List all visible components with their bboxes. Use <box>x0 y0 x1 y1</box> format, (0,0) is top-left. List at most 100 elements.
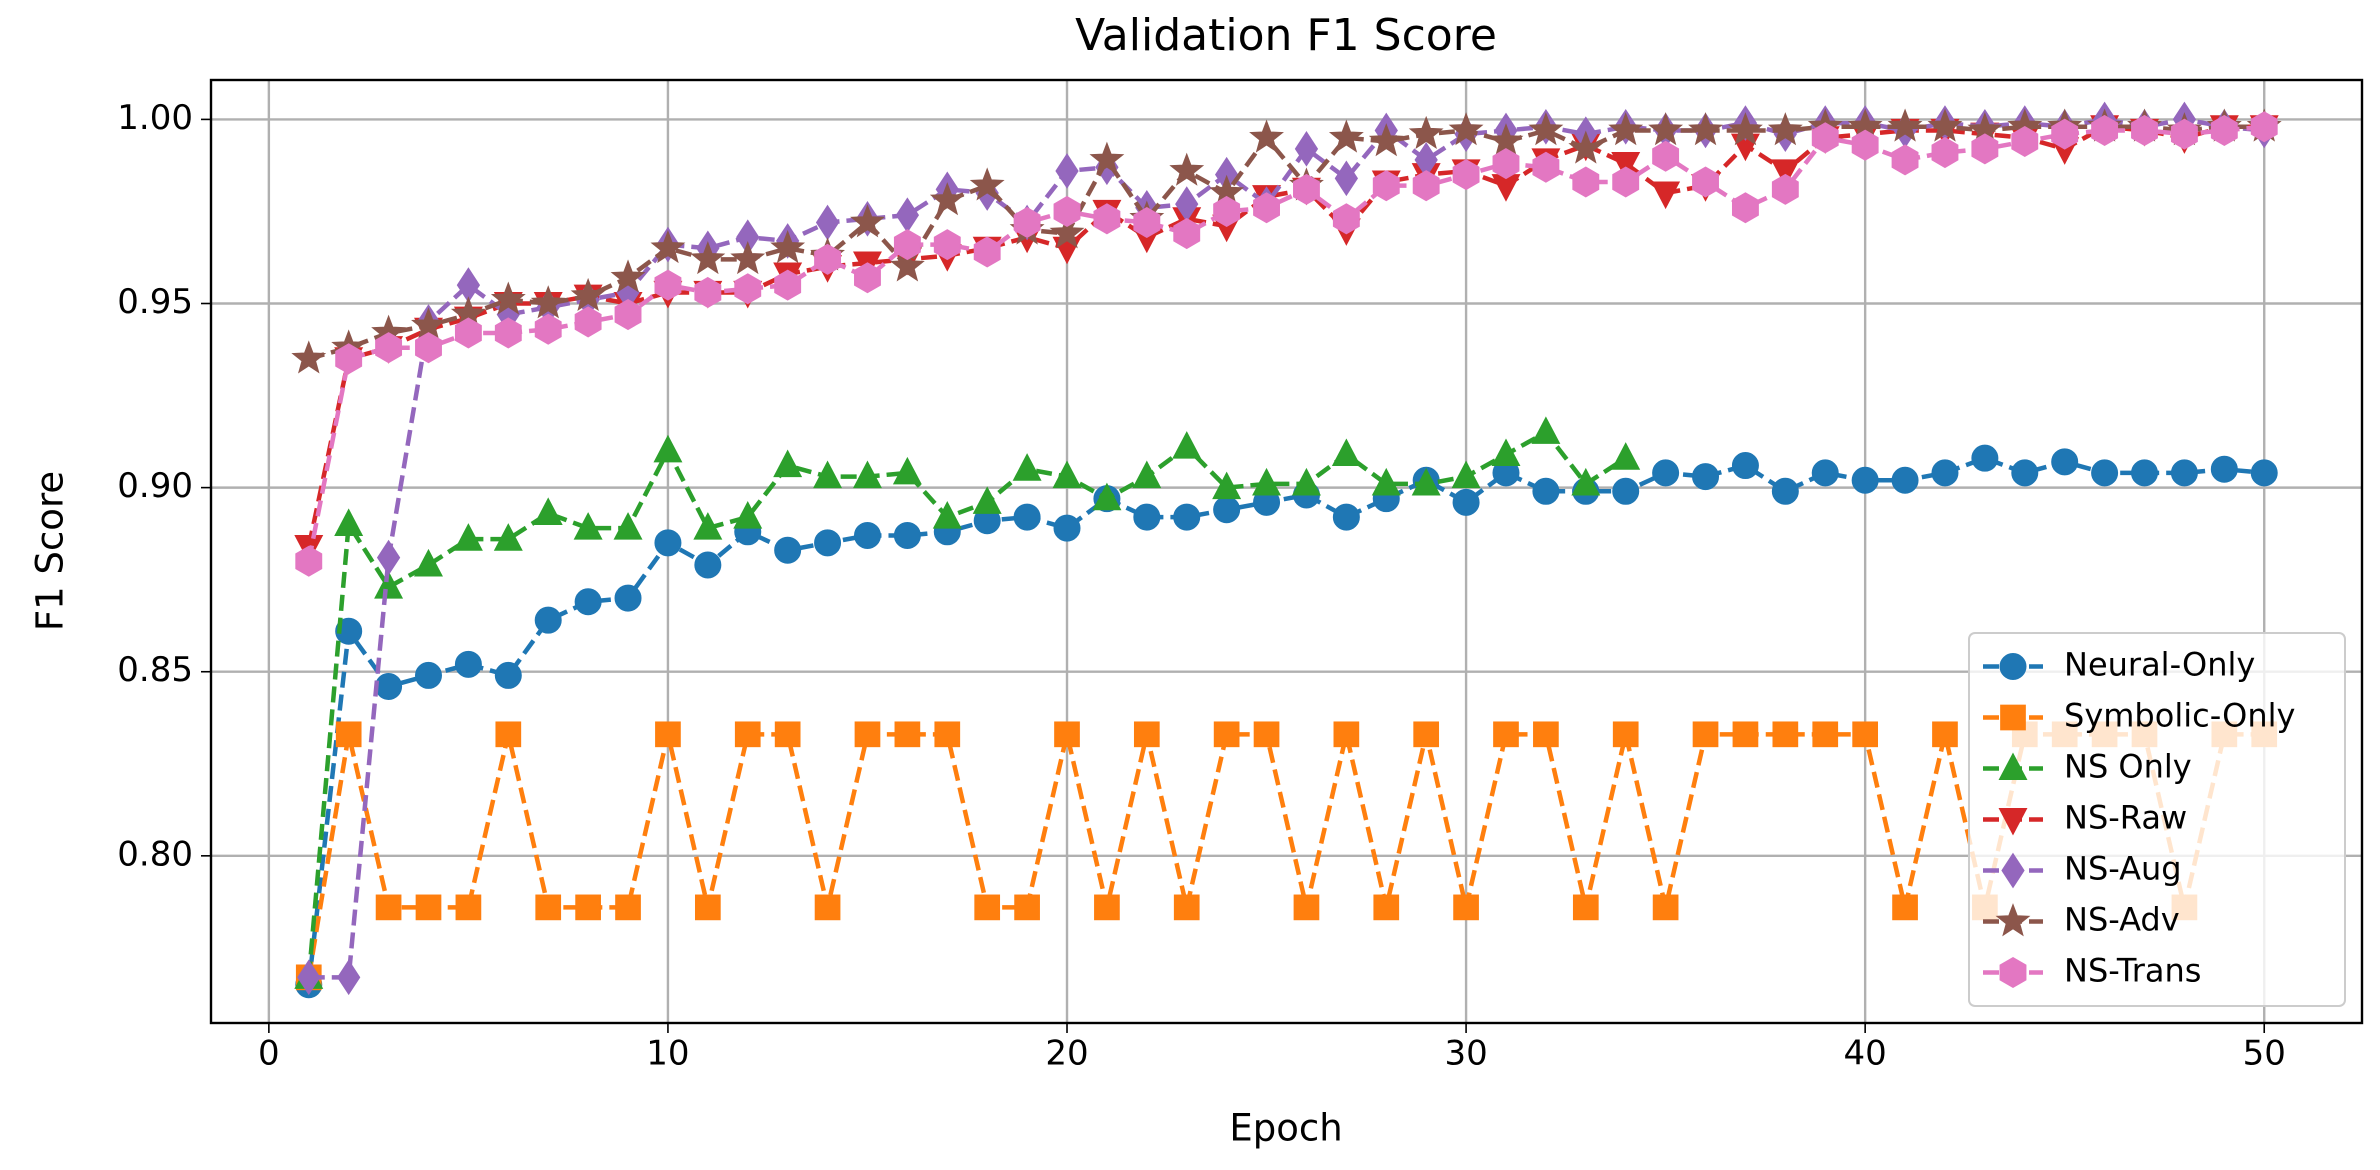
marker <box>2091 459 2119 487</box>
marker <box>1532 151 1560 183</box>
marker <box>1092 482 1122 511</box>
marker <box>1213 195 1241 227</box>
chart-title: Validation F1 Score <box>1075 10 1497 61</box>
marker <box>535 894 562 921</box>
x-tick-label: 40 <box>1844 1034 1887 1074</box>
marker <box>694 276 722 308</box>
x-tick-label: 10 <box>646 1034 689 1074</box>
series-line <box>306 429 1627 978</box>
marker <box>1652 894 1679 921</box>
marker <box>853 521 881 549</box>
marker <box>814 243 842 275</box>
marker <box>1772 721 1799 748</box>
marker <box>1052 460 1082 489</box>
marker <box>654 269 682 301</box>
marker <box>335 343 363 375</box>
marker <box>1812 721 1839 748</box>
marker <box>854 262 881 294</box>
marker <box>1448 112 1484 146</box>
marker <box>1411 467 1441 496</box>
legend-label: NS-Raw <box>2064 799 2187 837</box>
legend-marker <box>1995 903 2031 937</box>
marker <box>1368 123 1404 157</box>
marker <box>1891 466 1919 494</box>
x-tick-label: 30 <box>1444 1034 1487 1074</box>
marker <box>1213 496 1241 524</box>
marker <box>1213 721 1240 748</box>
marker <box>1731 452 1759 480</box>
marker <box>574 588 602 616</box>
marker <box>1451 460 1481 489</box>
x-tick-label: 50 <box>2243 1034 2286 1074</box>
legend-label: NS Only <box>2064 748 2192 786</box>
marker <box>1767 112 1803 146</box>
marker <box>1089 141 1125 175</box>
marker <box>1608 112 1644 146</box>
marker <box>932 501 962 529</box>
marker <box>1452 488 1480 516</box>
marker <box>414 548 443 577</box>
marker <box>1413 721 1440 748</box>
marker <box>1173 894 1200 921</box>
marker <box>1652 140 1680 172</box>
marker <box>2210 455 2238 483</box>
marker <box>813 460 843 489</box>
marker <box>1371 467 1401 496</box>
marker <box>734 721 761 748</box>
marker <box>1528 112 1564 146</box>
marker <box>893 521 921 549</box>
marker <box>1927 108 1963 142</box>
marker <box>1408 115 1444 149</box>
marker <box>1692 721 1719 748</box>
legend-label: NS-Aug <box>2064 850 2182 888</box>
marker <box>1892 894 1918 921</box>
marker <box>1332 203 1360 235</box>
marker <box>773 449 803 478</box>
marker <box>774 721 801 748</box>
marker <box>1732 721 1759 748</box>
marker <box>1332 503 1360 531</box>
marker <box>974 894 1001 921</box>
y-tick-label: 0.90 <box>117 466 193 506</box>
marker <box>614 584 642 612</box>
marker <box>1212 471 1242 500</box>
marker <box>1054 721 1080 748</box>
marker <box>490 281 526 315</box>
marker <box>2170 118 2198 150</box>
legend-label: Symbolic-Only <box>2064 697 2295 735</box>
marker <box>337 959 361 996</box>
marker <box>2051 118 2079 150</box>
marker <box>770 229 806 264</box>
marker <box>375 672 403 700</box>
marker <box>694 551 722 579</box>
marker <box>933 229 961 261</box>
legend-marker <box>1998 807 2028 836</box>
marker <box>2091 114 2119 146</box>
marker <box>1013 503 1041 531</box>
marker <box>494 317 522 349</box>
marker <box>1728 112 1763 146</box>
marker <box>1493 721 1519 748</box>
x-tick-label: 0 <box>258 1034 280 1074</box>
marker <box>575 894 601 921</box>
marker <box>2210 114 2238 146</box>
marker <box>893 229 921 261</box>
marker <box>969 167 1005 201</box>
marker <box>1372 170 1400 202</box>
marker <box>693 512 723 540</box>
marker <box>574 306 602 338</box>
marker <box>1014 894 1040 921</box>
marker <box>1331 438 1361 467</box>
marker <box>534 313 562 345</box>
marker <box>1253 721 1280 748</box>
marker <box>1412 170 1440 202</box>
marker <box>894 721 921 748</box>
marker <box>733 501 763 529</box>
marker <box>415 332 442 364</box>
marker <box>530 285 566 319</box>
marker <box>1648 112 1684 146</box>
marker <box>1811 122 1839 154</box>
marker <box>1611 442 1641 470</box>
